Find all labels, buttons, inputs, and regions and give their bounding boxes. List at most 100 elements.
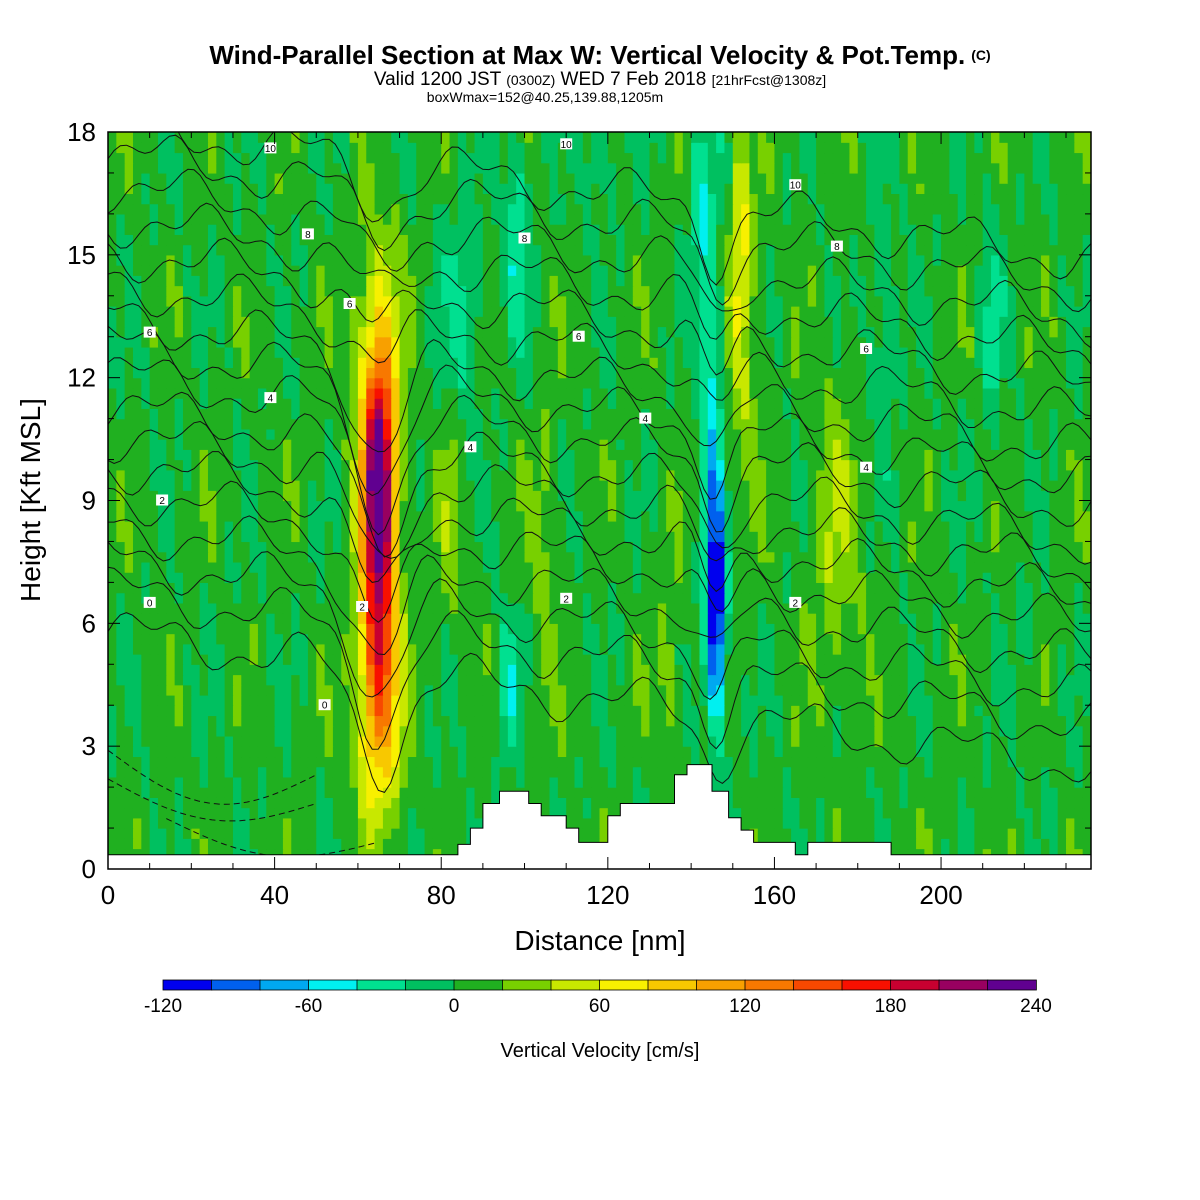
w-cell <box>741 459 751 471</box>
w-cell <box>624 541 634 553</box>
w-cell <box>891 500 900 512</box>
w-cell <box>1049 705 1059 717</box>
w-cell <box>949 715 959 727</box>
w-cell <box>557 541 567 553</box>
w-cell <box>491 766 501 778</box>
w-cell <box>982 572 992 583</box>
w-cell <box>857 572 867 583</box>
w-cell <box>799 684 809 696</box>
w-cell <box>141 531 151 543</box>
w-cell <box>299 746 309 758</box>
w-cell <box>541 449 551 461</box>
w-cell <box>732 541 742 553</box>
w-cell <box>724 480 734 491</box>
w-cell <box>1024 500 1034 512</box>
w-cell <box>899 602 909 614</box>
w-cell <box>349 633 359 645</box>
w-cell <box>541 459 551 471</box>
w-cell <box>999 838 1009 850</box>
w-cell <box>549 654 559 665</box>
w-cell <box>466 510 476 522</box>
w-cell <box>641 684 651 696</box>
w-cell <box>599 551 609 563</box>
w-cell <box>241 490 251 502</box>
w-cell <box>466 592 476 604</box>
w-cell <box>866 787 876 798</box>
w-cell <box>316 531 326 543</box>
w-cell <box>591 766 601 778</box>
w-cell <box>316 735 326 747</box>
w-cell <box>174 684 184 696</box>
w-cell <box>357 725 367 737</box>
w-cell <box>749 756 759 768</box>
w-cell <box>857 807 867 819</box>
w-cell <box>1024 817 1034 829</box>
w-cell <box>991 828 1000 839</box>
w-cell <box>157 787 167 798</box>
w-cell <box>541 643 551 655</box>
w-cell <box>416 797 426 809</box>
w-cell <box>1066 705 1075 717</box>
w-cell <box>507 459 517 471</box>
w-cell <box>974 469 984 481</box>
w-cell <box>716 551 726 563</box>
w-cell <box>716 449 726 461</box>
w-cell <box>857 643 867 655</box>
w-cell <box>649 500 659 512</box>
w-cell <box>366 428 376 440</box>
w-cell <box>1066 510 1075 522</box>
w-cell <box>699 510 709 522</box>
w-cell <box>599 746 609 758</box>
w-cell <box>899 725 909 737</box>
w-cell <box>316 674 326 686</box>
w-cell <box>116 746 126 758</box>
w-cell <box>124 572 134 583</box>
w-cell <box>1082 838 1091 850</box>
w-cell <box>391 664 401 676</box>
w-cell <box>391 531 401 543</box>
w-cell <box>574 694 584 706</box>
w-cell <box>291 735 301 747</box>
w-cell <box>1057 735 1067 747</box>
w-cell <box>874 459 884 471</box>
w-cell <box>849 602 859 614</box>
w-cell <box>224 551 234 563</box>
w-cell <box>491 654 501 665</box>
w-cell <box>349 428 359 440</box>
w-cell <box>966 633 975 645</box>
w-cell <box>674 725 684 737</box>
w-cell <box>116 490 126 502</box>
w-cell <box>474 674 484 686</box>
w-cell <box>249 572 259 583</box>
w-cell <box>157 694 167 706</box>
w-cell <box>816 684 826 696</box>
w-cell <box>682 735 692 747</box>
w-cell <box>191 439 201 450</box>
w-cell <box>957 735 967 747</box>
w-cell <box>799 715 809 727</box>
w-cell <box>1007 664 1017 676</box>
w-cell <box>966 694 975 706</box>
w-cell <box>791 664 801 676</box>
w-cell <box>549 643 559 655</box>
w-cell <box>582 623 592 635</box>
w-cell <box>541 561 551 573</box>
w-cell <box>157 817 167 829</box>
w-cell <box>916 705 925 717</box>
w-cell <box>607 541 617 553</box>
w-cell <box>416 459 426 471</box>
w-cell <box>566 694 576 706</box>
w-cell <box>199 684 209 696</box>
w-cell <box>924 469 934 481</box>
w-cell <box>591 582 601 594</box>
w-cell <box>291 490 301 502</box>
w-cell <box>1057 613 1067 624</box>
w-cell <box>1007 807 1017 819</box>
w-cell <box>491 582 501 594</box>
w-cell <box>191 561 201 573</box>
w-cell <box>1066 746 1075 758</box>
w-cell <box>549 776 559 788</box>
w-cell <box>657 694 667 706</box>
w-cell <box>108 643 117 655</box>
w-cell <box>649 787 659 798</box>
